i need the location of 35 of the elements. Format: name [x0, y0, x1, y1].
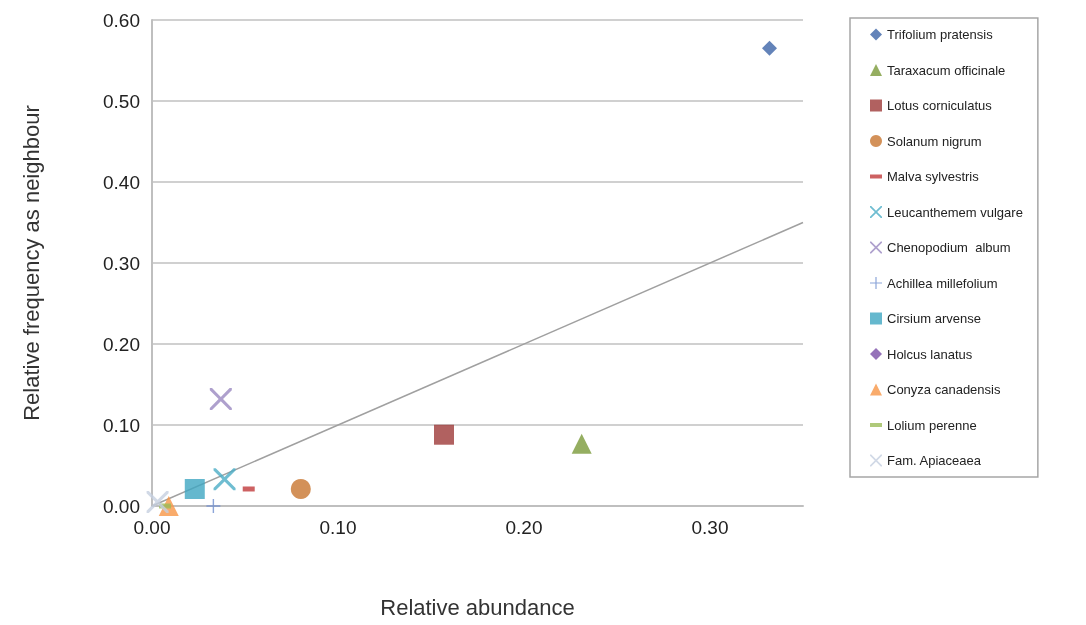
y-tick-label: 0.10 [103, 414, 140, 436]
legend-label: Leucanthemem vulgare [887, 204, 1023, 220]
legend-label: Holcus lanatus [887, 346, 973, 362]
legend-label: Chenopodium album [887, 240, 1011, 255]
y-tick-label: 0.30 [103, 252, 140, 274]
x-axis-title: Relative abundance [380, 594, 575, 620]
y-tick-label: 0.00 [103, 495, 140, 517]
point [434, 424, 455, 445]
legend-label: Conyza canadensis [887, 382, 1001, 397]
legend-label: Lolium perenne [887, 417, 977, 433]
legend-label: Lotus corniculatus [887, 98, 993, 113]
point [146, 490, 169, 513]
y-tick-label: 0.40 [103, 171, 140, 193]
x-tick-label: 0.20 [505, 517, 543, 538]
legend-label: Solanum nigrum [887, 133, 982, 149]
point [762, 40, 778, 56]
legend-label: Achillea millefolium [887, 275, 998, 291]
x-tick-label: 0.00 [133, 517, 171, 538]
legend-label: Trifolium pratensis [887, 27, 994, 42]
point [213, 468, 236, 491]
legend-label: Cirsium arvense [887, 311, 981, 326]
point [206, 499, 221, 513]
legend-label: Taraxacum officinale [887, 62, 1006, 78]
y-tick-label: 0.60 [103, 9, 140, 31]
y-tick-label: 0.20 [103, 333, 140, 355]
x-tick-label: 0.10 [319, 517, 357, 538]
x-tick-label: 0.30 [691, 517, 729, 538]
point [184, 478, 205, 499]
y-axis-title: Relative frequency as neighbour [18, 105, 44, 421]
legend-label: Fam. Apiaceaea [887, 453, 982, 468]
point [209, 388, 232, 411]
y-tick-label: 0.50 [103, 90, 140, 112]
point [571, 433, 592, 454]
legend-label: Malva sylvestris [887, 169, 980, 184]
point [290, 478, 311, 499]
